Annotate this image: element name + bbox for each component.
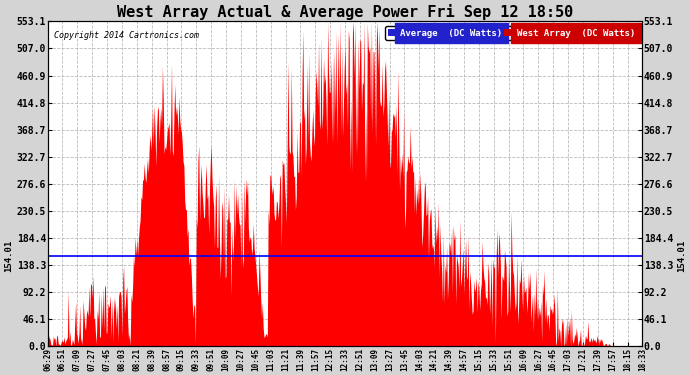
Text: Copyright 2014 Cartronics.com: Copyright 2014 Cartronics.com	[54, 31, 199, 40]
Legend: Average  (DC Watts), West Array  (DC Watts): Average (DC Watts), West Array (DC Watts…	[385, 26, 638, 40]
Text: 154.01: 154.01	[4, 240, 13, 272]
Text: 154.01: 154.01	[677, 240, 686, 272]
Title: West Array Actual & Average Power Fri Sep 12 18:50: West Array Actual & Average Power Fri Se…	[117, 4, 573, 20]
